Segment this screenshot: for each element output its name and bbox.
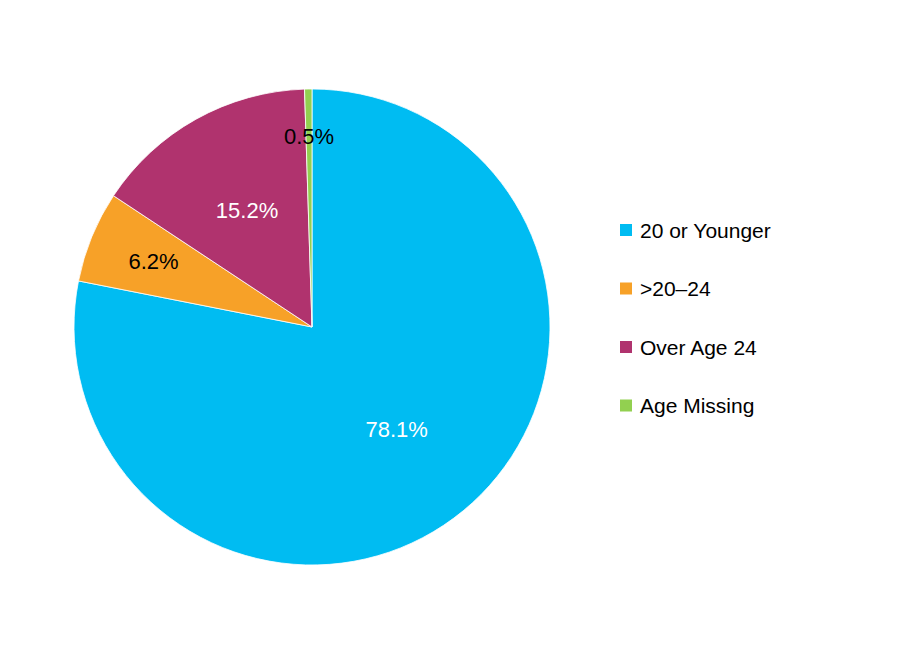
legend-label: Age Missing: [640, 394, 754, 417]
data-labels: 78.1% 6.2% 15.2% 0.5%: [128, 124, 427, 442]
legend-label: 20 or Younger: [640, 219, 771, 242]
legend: 20 or Younger >20–24 Over Age 24 Age Missin…: [620, 219, 771, 418]
legend-swatch: [620, 341, 632, 353]
legend-item: >20–24: [620, 277, 711, 300]
legend-item: Age Missing: [620, 394, 754, 417]
legend-item: 20 or Younger: [620, 219, 771, 242]
data-label: 78.1%: [365, 417, 427, 442]
legend-item: Over Age 24: [620, 336, 757, 359]
pie-slice: [113, 89, 312, 327]
pie-slice: [74, 89, 550, 565]
data-label: 0.5%: [284, 124, 334, 149]
chart: 78.1% 6.2% 15.2% 0.5% 20 or Younger >20–24 Ove…: [0, 0, 900, 650]
legend-label: Over Age 24: [640, 336, 757, 359]
legend-label: >20–24: [640, 277, 711, 300]
pie: [74, 89, 550, 565]
legend-swatch: [620, 283, 632, 295]
data-label: 15.2%: [216, 198, 278, 223]
data-label: 6.2%: [128, 249, 178, 274]
legend-swatch: [620, 400, 632, 412]
legend-swatch: [620, 224, 632, 236]
